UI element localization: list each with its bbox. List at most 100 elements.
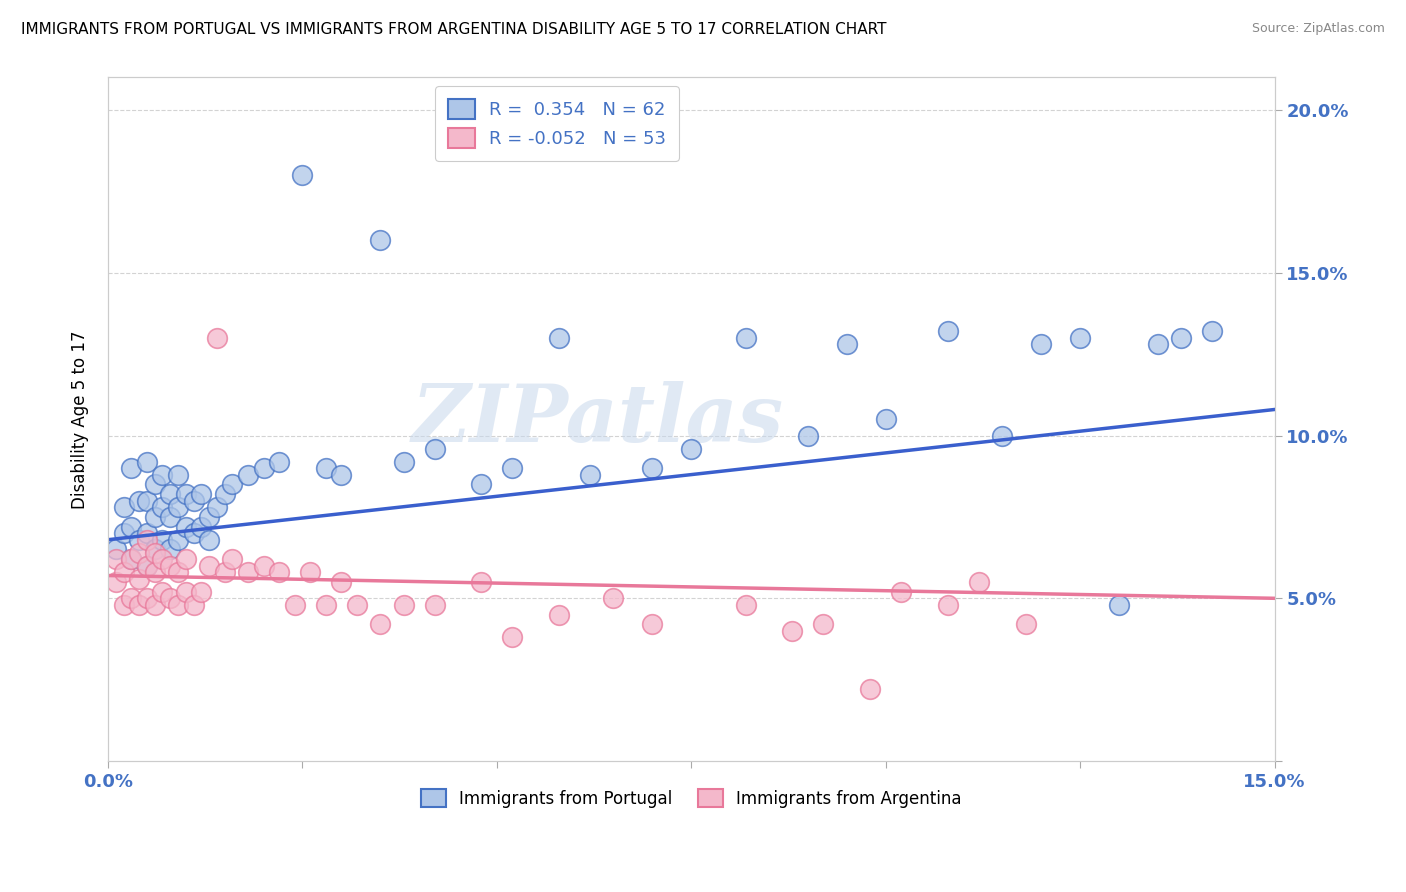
Point <box>214 566 236 580</box>
Point <box>267 454 290 468</box>
Legend: Immigrants from Portugal, Immigrants from Argentina: Immigrants from Portugal, Immigrants fro… <box>415 782 969 814</box>
Point <box>143 477 166 491</box>
Text: Source: ZipAtlas.com: Source: ZipAtlas.com <box>1251 22 1385 36</box>
Point <box>174 519 197 533</box>
Point <box>159 591 181 606</box>
Point <box>1069 331 1091 345</box>
Point <box>190 519 212 533</box>
Point <box>330 574 353 589</box>
Point <box>252 461 274 475</box>
Text: ZIPatlas: ZIPatlas <box>412 381 785 458</box>
Point <box>835 337 858 351</box>
Point <box>159 487 181 501</box>
Point <box>128 598 150 612</box>
Point <box>890 584 912 599</box>
Point <box>143 598 166 612</box>
Point <box>152 500 174 515</box>
Point <box>782 624 804 638</box>
Point <box>501 631 523 645</box>
Point <box>120 552 142 566</box>
Point <box>112 566 135 580</box>
Text: IMMIGRANTS FROM PORTUGAL VS IMMIGRANTS FROM ARGENTINA DISABILITY AGE 5 TO 17 COR: IMMIGRANTS FROM PORTUGAL VS IMMIGRANTS F… <box>21 22 887 37</box>
Point <box>159 542 181 557</box>
Point <box>152 584 174 599</box>
Point <box>128 533 150 547</box>
Point <box>120 461 142 475</box>
Point <box>135 454 157 468</box>
Point <box>190 584 212 599</box>
Point <box>167 533 190 547</box>
Point <box>368 233 391 247</box>
Point <box>152 533 174 547</box>
Point <box>936 598 959 612</box>
Point <box>104 574 127 589</box>
Point <box>112 598 135 612</box>
Point <box>120 591 142 606</box>
Point <box>152 467 174 482</box>
Point <box>135 591 157 606</box>
Point <box>797 428 820 442</box>
Point <box>315 461 337 475</box>
Point <box>205 331 228 345</box>
Point <box>315 598 337 612</box>
Point <box>252 558 274 573</box>
Point <box>291 168 314 182</box>
Point <box>205 500 228 515</box>
Point <box>143 566 166 580</box>
Point <box>135 526 157 541</box>
Point <box>221 552 243 566</box>
Point <box>1031 337 1053 351</box>
Point <box>167 566 190 580</box>
Point <box>112 526 135 541</box>
Point <box>423 598 446 612</box>
Point <box>875 412 897 426</box>
Y-axis label: Disability Age 5 to 17: Disability Age 5 to 17 <box>72 330 89 508</box>
Point <box>128 546 150 560</box>
Point <box>392 454 415 468</box>
Point <box>135 558 157 573</box>
Point <box>112 500 135 515</box>
Point <box>299 566 322 580</box>
Point <box>641 461 664 475</box>
Point <box>120 552 142 566</box>
Point <box>548 607 571 622</box>
Point <box>135 558 157 573</box>
Point <box>346 598 368 612</box>
Point <box>470 574 492 589</box>
Point <box>236 467 259 482</box>
Point <box>392 598 415 612</box>
Point <box>859 682 882 697</box>
Point <box>1108 598 1130 612</box>
Point <box>214 487 236 501</box>
Point <box>143 542 166 557</box>
Point <box>991 428 1014 442</box>
Point <box>183 526 205 541</box>
Point <box>470 477 492 491</box>
Point <box>967 574 990 589</box>
Point <box>143 510 166 524</box>
Point <box>152 552 174 566</box>
Point <box>423 442 446 456</box>
Point <box>1014 617 1036 632</box>
Point <box>135 533 157 547</box>
Point <box>813 617 835 632</box>
Point <box>198 533 221 547</box>
Point <box>734 331 756 345</box>
Point <box>167 467 190 482</box>
Point <box>190 487 212 501</box>
Point <box>330 467 353 482</box>
Point <box>221 477 243 491</box>
Point <box>104 542 127 557</box>
Point <box>368 617 391 632</box>
Point <box>1147 337 1170 351</box>
Point <box>641 617 664 632</box>
Point <box>236 566 259 580</box>
Point <box>284 598 307 612</box>
Point <box>734 598 756 612</box>
Point <box>1201 324 1223 338</box>
Point <box>936 324 959 338</box>
Point <box>198 558 221 573</box>
Point <box>143 546 166 560</box>
Point <box>174 584 197 599</box>
Point <box>174 487 197 501</box>
